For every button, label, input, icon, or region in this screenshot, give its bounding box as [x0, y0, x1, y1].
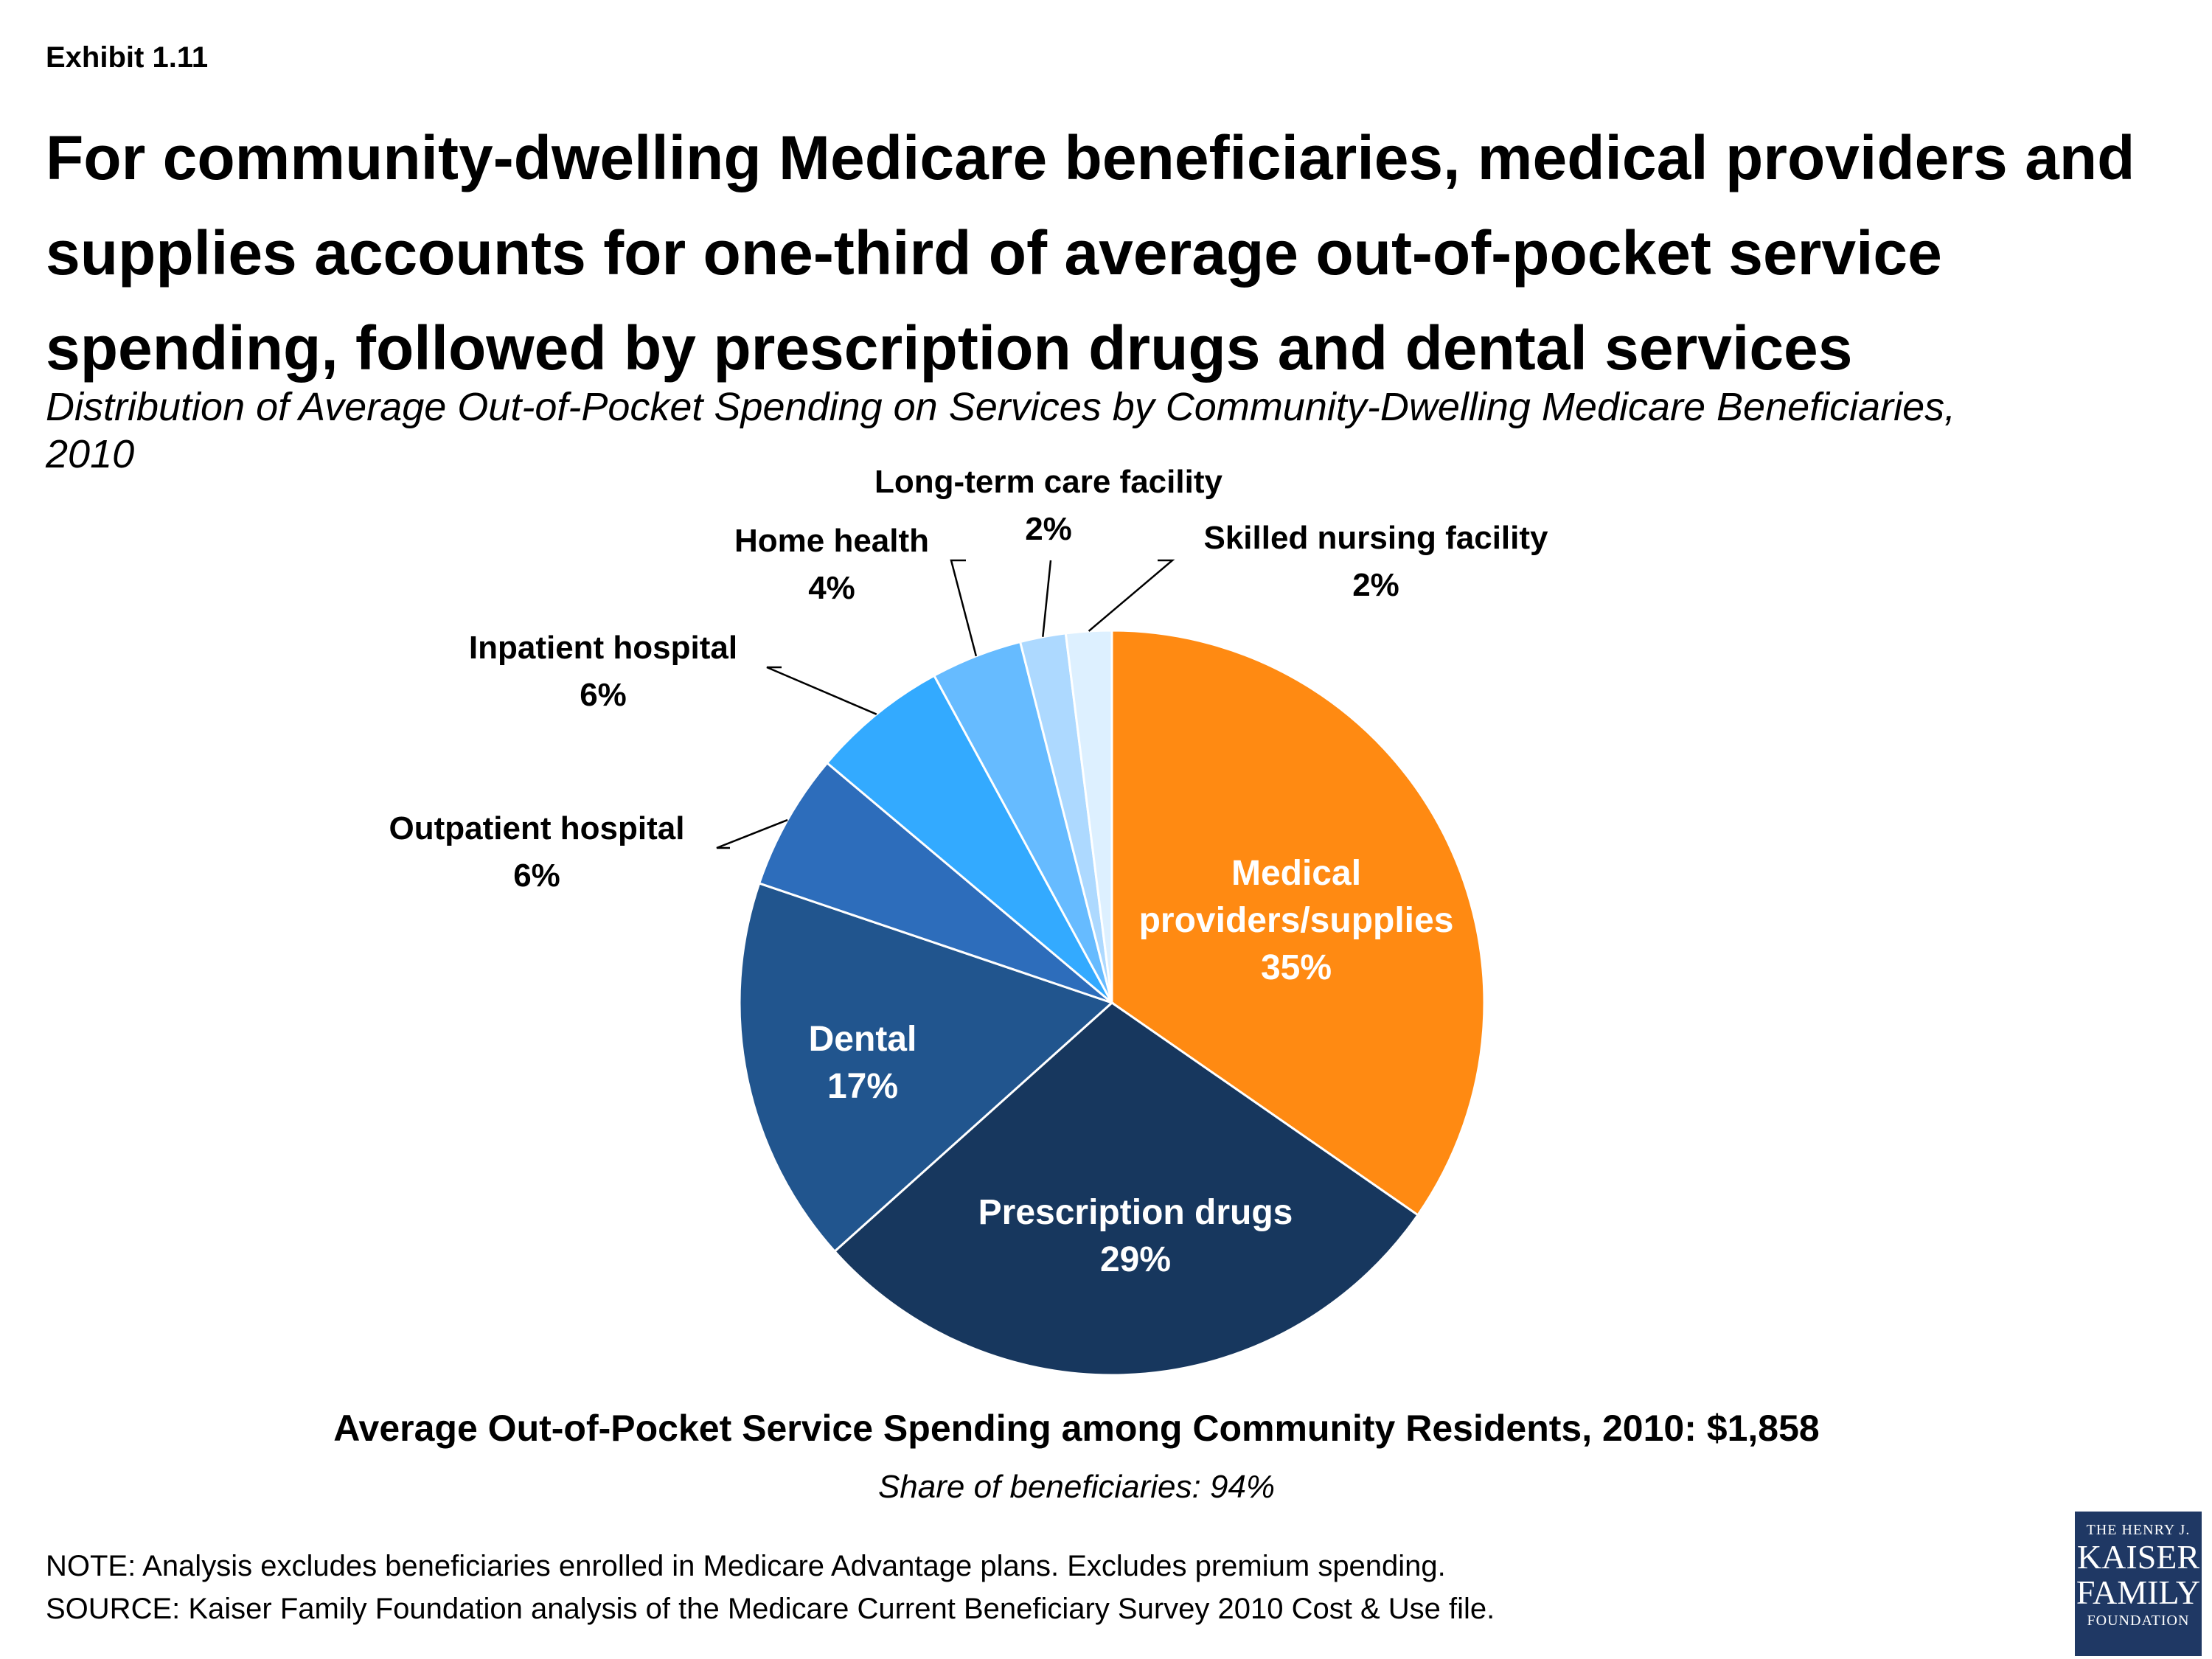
slice-value-outpatient-hospital: 6%: [513, 858, 560, 894]
source-text: SOURCE: Kaiser Family Foundation analysi…: [46, 1593, 1495, 1625]
total-spending-label: Average Out-of-Pocket Service Spending a…: [333, 1408, 1820, 1449]
share-of-beneficiaries: Share of beneficiaries: 94%: [877, 1469, 1276, 1505]
slice-value-long-term-care-facility: 2%: [1025, 511, 1072, 547]
slice-value-dental: 17%: [827, 1067, 898, 1106]
slice-label-dental: Dental: [809, 1020, 917, 1059]
exhibit-number: Exhibit 1.11: [46, 41, 209, 74]
pie-slice-dental: [738, 882, 1114, 1253]
leader-line-home-health: [950, 559, 978, 657]
logo-line-4: FOUNDATION: [2087, 1613, 2190, 1629]
pie-slice-inpatient-hospital: [825, 674, 1113, 1004]
leader-line-inpatient-hospital: [766, 666, 877, 715]
slice-value-skilled-nursing-facility: 2%: [1352, 567, 1399, 603]
pie-slice-skilled-nursing-facility: [1064, 629, 1113, 1004]
logo-line-1: THE HENRY J.: [2086, 1522, 2191, 1538]
note-text: NOTE: Analysis excludes beneficiaries en…: [46, 1550, 1446, 1582]
slice-label-home-health: Home health: [734, 523, 929, 559]
slice-label-prescription-drugs: Prescription drugs: [978, 1193, 1293, 1232]
pie-slice-outpatient-hospital: [757, 761, 1113, 1004]
pie-slice-prescription-drugs: [832, 1001, 1420, 1377]
leader-line-skilled-nursing-facility: [1088, 559, 1175, 632]
slice-label-long-term-care-facility: Long-term care facility: [874, 464, 1222, 500]
logo-line-3: FAMILY: [2076, 1573, 2201, 1611]
slice-value-inpatient-hospital: 6%: [580, 677, 627, 713]
chart-subtitle: Distribution of Average Out-of-Pocket Sp…: [46, 385, 1956, 476]
page-title: For community-dwelling Medicare benefici…: [46, 123, 2135, 383]
kff-logo: THE HENRY J. KAISER FAMILY FOUNDATION: [2075, 1512, 2202, 1656]
slice-value-medical-providers-supplies: 35%: [1261, 948, 1332, 987]
slice-label-skilled-nursing-facility: Skilled nursing facility: [1203, 520, 1548, 556]
logo-line-2: KAISER: [2076, 1538, 2200, 1576]
slice-label-medical-providers-supplies: Medical providers/supplies: [1139, 854, 1454, 940]
slice-label-inpatient-hospital: Inpatient hospital: [469, 630, 737, 666]
slice-label-outpatient-hospital: Outpatient hospital: [389, 810, 685, 846]
slice-value-home-health: 4%: [808, 570, 855, 606]
leader-line-long-term-care-facility: [1042, 560, 1052, 637]
pie-slice-medical-providers-supplies: [1110, 629, 1486, 1217]
leader-line-outpatient-hospital: [716, 818, 788, 849]
slice-value-prescription-drugs: 29%: [1100, 1240, 1171, 1279]
